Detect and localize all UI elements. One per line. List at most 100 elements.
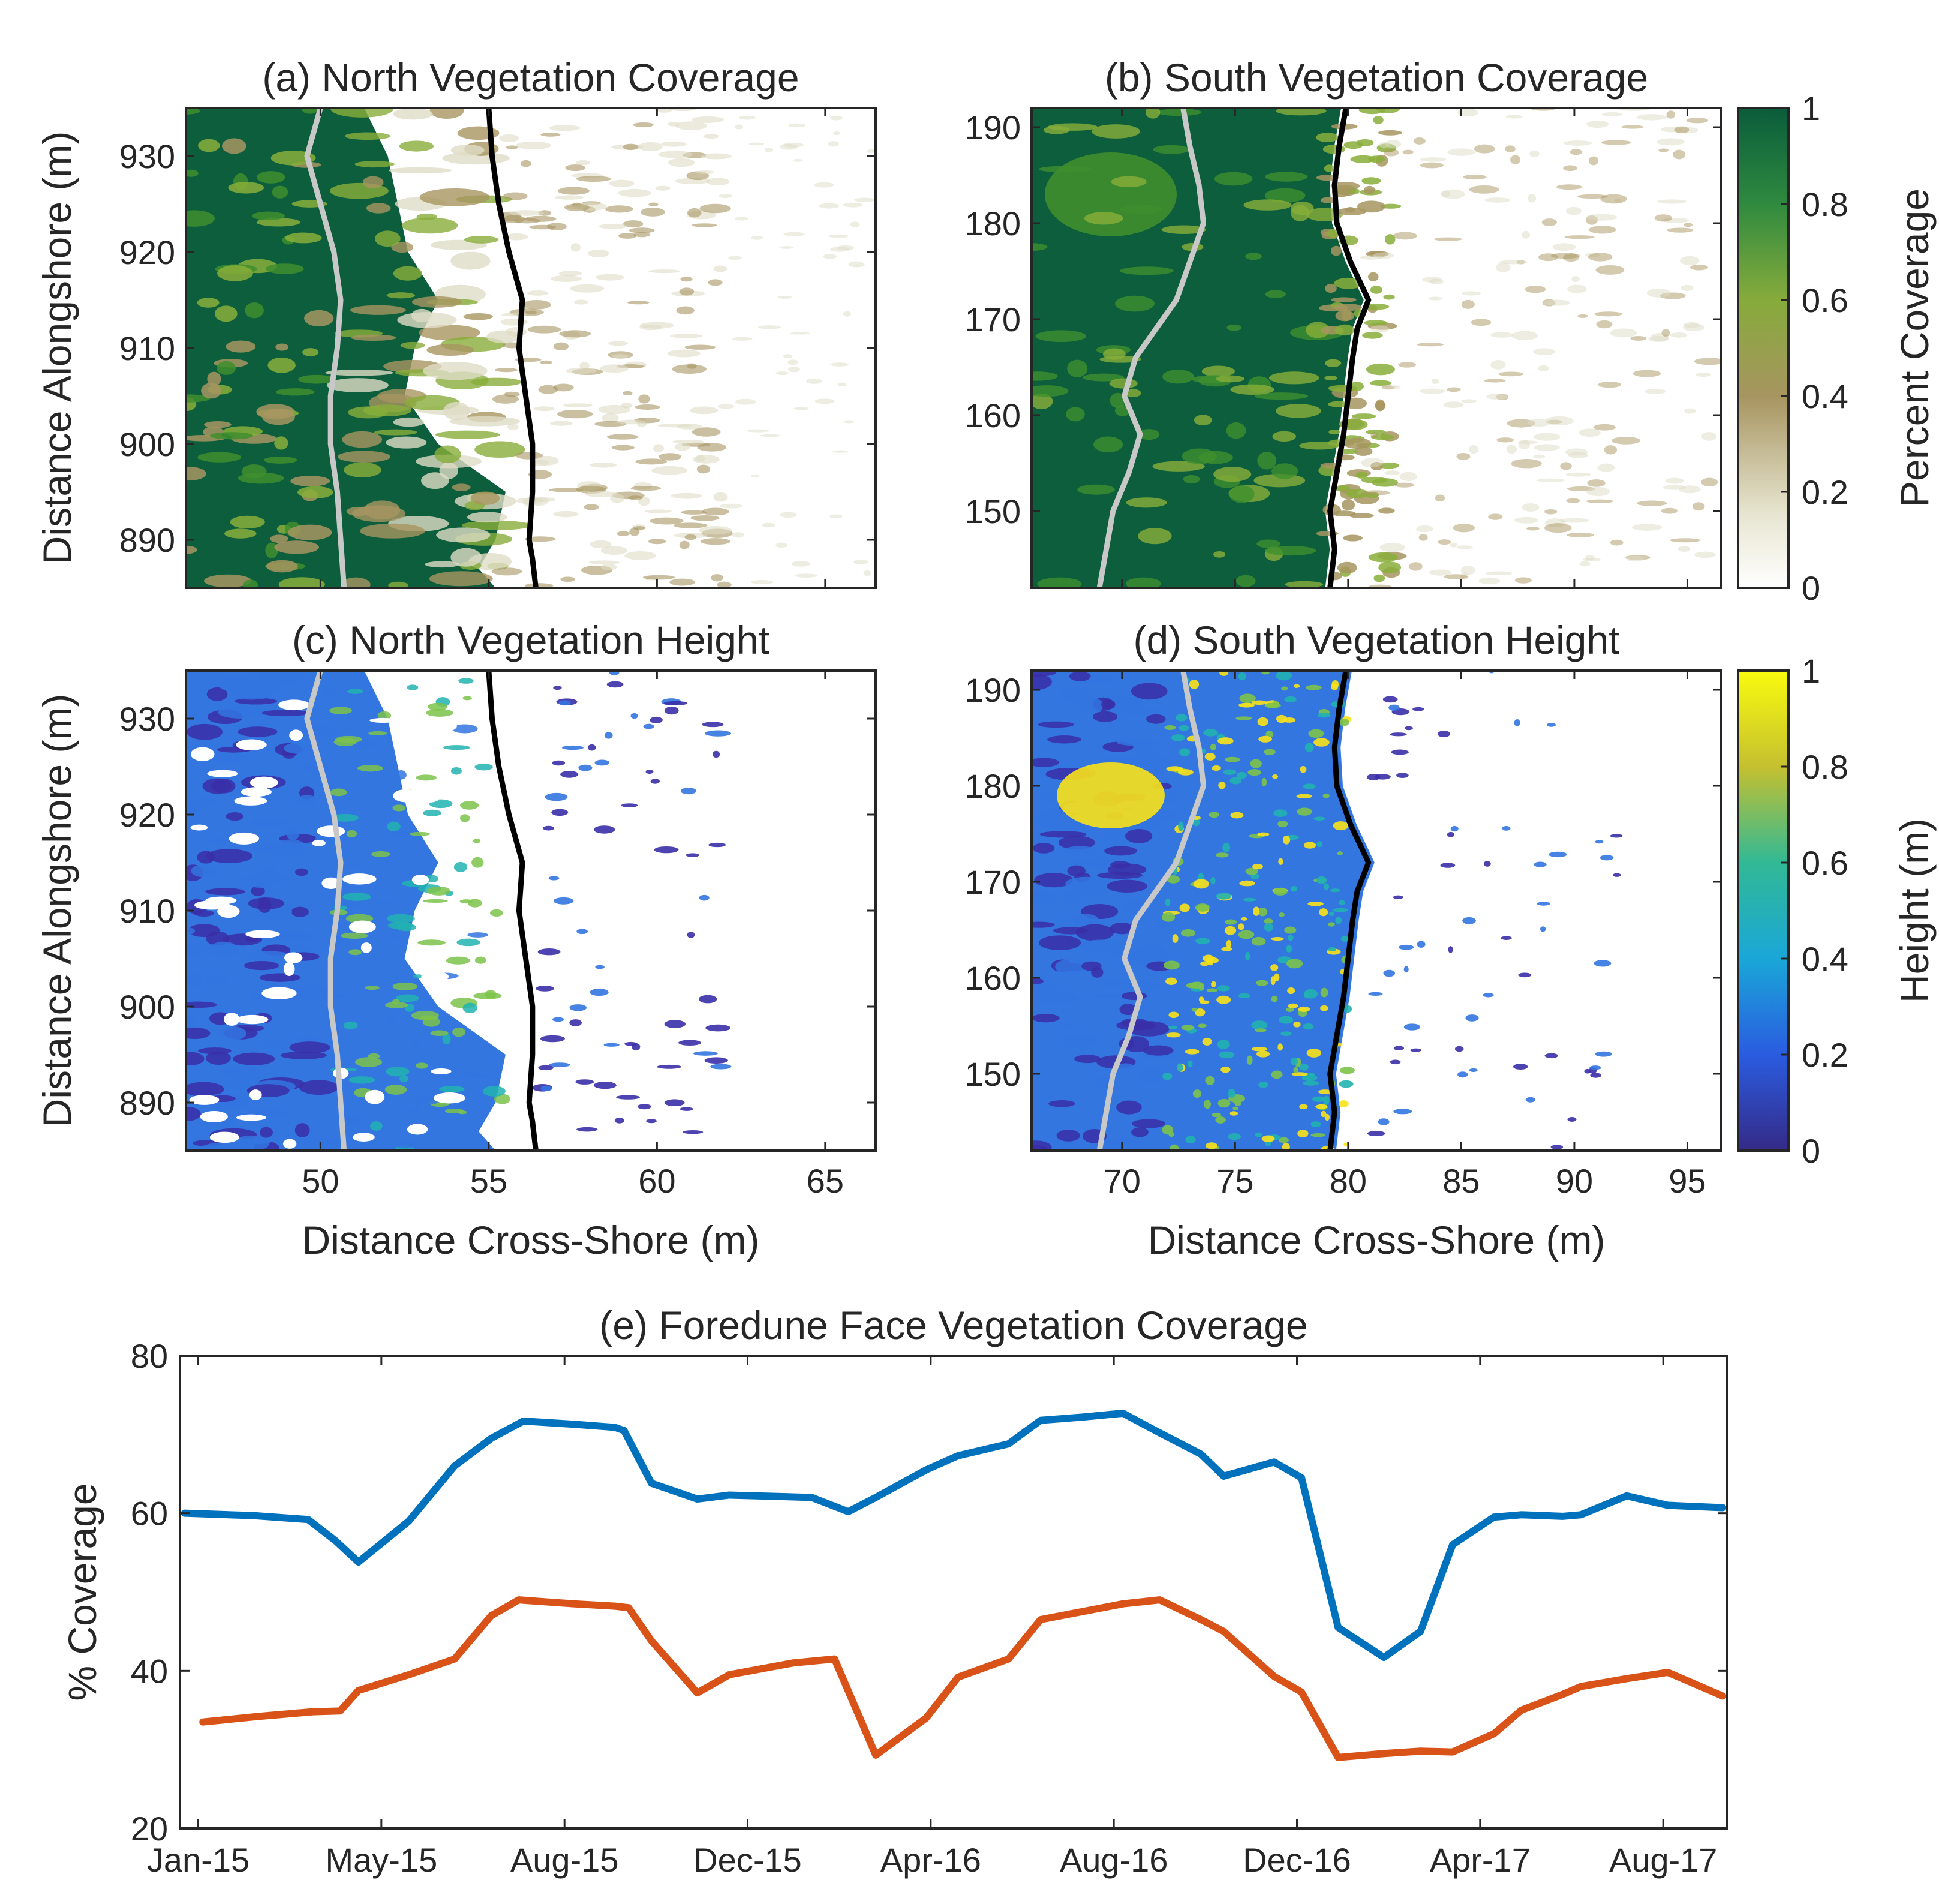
vegetation-patch: [1559, 518, 1589, 523]
coverage-fill-south: [1032, 108, 1721, 588]
vegetation-patch: [1564, 235, 1595, 239]
vegetation-patch: [829, 116, 843, 121]
gap-patch: [353, 1133, 375, 1142]
height-patch: [1116, 1020, 1156, 1031]
vegetation-patch: [397, 312, 457, 328]
vegetation-patch: [1533, 433, 1561, 441]
title-a: (a) North Vegetation Coverage: [262, 55, 799, 100]
height-patch: [1032, 978, 1044, 984]
colorbar-tick-label: 0.6: [1802, 281, 1848, 319]
vegetation-patch: [1373, 115, 1384, 124]
vegetation-patch: [1460, 566, 1476, 575]
height-patch: [702, 722, 724, 728]
height-patch: [1096, 978, 1125, 987]
vegetation-patch: [1461, 291, 1481, 296]
height-patch: [1276, 671, 1292, 681]
vegetation-patch: [207, 371, 221, 386]
vegetation-patch: [830, 362, 849, 367]
height-patch: [1258, 908, 1268, 917]
vegetation-patch: [853, 197, 876, 202]
gray-reference-line: [304, 671, 347, 1151]
height-patch: [1450, 825, 1459, 832]
height-patch: [1171, 734, 1185, 741]
vegetation-patch: [1456, 452, 1471, 460]
y-ticks-c: 890 900 910 920 930: [119, 700, 876, 1122]
ylabel-c: Distance Alongshore (m): [35, 694, 79, 1128]
panel-south-height: 70 75 80 85 90 95 150 160 170 180 190 (d) South V…: [965, 618, 1937, 1262]
vegetation-patch: [522, 299, 551, 310]
vegetation-patch: [691, 116, 724, 123]
vegetation-patch: [1381, 385, 1396, 390]
height-patch: [452, 724, 478, 734]
height-patch: [413, 974, 424, 978]
height-patch: [186, 1082, 224, 1097]
x-tick-label: Aug-17: [1609, 1841, 1718, 1879]
vegetation-patch: [1537, 478, 1565, 482]
x-tick-label: Aug-16: [1060, 1841, 1168, 1879]
vegetation-patch: [499, 134, 519, 142]
height-patch: [630, 713, 638, 719]
height-patch: [1272, 774, 1279, 779]
height-patch: [1032, 673, 1052, 690]
height-patch: [1225, 756, 1240, 762]
vegetation-patch: [1429, 278, 1444, 284]
vegetation-patch: [1032, 371, 1058, 381]
height-fill-north: [186, 671, 732, 1151]
vegetation-patch: [450, 548, 482, 567]
vegetation-patch: [290, 476, 330, 486]
y-tick-label: 920: [119, 796, 175, 834]
height-patch: [1165, 898, 1171, 906]
gap-patch: [284, 952, 303, 963]
vegetation-patch: [241, 464, 267, 479]
height-patch: [1217, 1098, 1231, 1108]
vegetation-patch: [1183, 475, 1200, 483]
vegetation-patch: [830, 247, 850, 252]
vegetation-patch: [1694, 358, 1721, 365]
vegetation-patch: [1658, 148, 1669, 152]
vegetation-patch: [1428, 296, 1443, 301]
vegetation-patch: [559, 330, 591, 338]
y-tick-label: 190: [965, 671, 1021, 709]
vegetation-patch: [1692, 502, 1705, 511]
height-patch: [1274, 973, 1280, 981]
height-patch: [426, 708, 453, 717]
height-patch: [389, 933, 398, 939]
vegetation-patch: [617, 419, 647, 425]
vegetation-patch: [1537, 365, 1549, 372]
vegetation-patch: [635, 458, 668, 465]
vegetation-patch: [386, 292, 416, 299]
vegetation-patch: [713, 265, 727, 272]
height-patch: [1299, 1064, 1309, 1071]
gap-patch: [289, 729, 303, 741]
vegetation-patch: [1243, 199, 1292, 211]
height-patch: [423, 899, 448, 903]
vegetation-patch: [1370, 325, 1390, 333]
vegetation-patch: [230, 515, 265, 529]
height-patch: [1290, 885, 1298, 892]
vegetation-patch: [692, 427, 721, 437]
vegetation-patch: [1363, 303, 1390, 310]
height-patch: [1057, 1023, 1079, 1031]
height-patch: [645, 770, 654, 774]
vegetation-patch: [1666, 110, 1675, 119]
height-patch: [1241, 917, 1247, 921]
vegetation-patch: [687, 208, 702, 218]
height-patch: [1123, 981, 1162, 992]
vegetation-patch: [677, 424, 703, 430]
height-patch: [205, 888, 245, 896]
vegetation-patch: [267, 357, 296, 373]
vegetation-patch: [270, 534, 288, 543]
vegetation-patch: [1110, 392, 1126, 409]
vegetation-patch: [676, 306, 695, 315]
vegetation-patch: [1366, 363, 1395, 376]
height-patch: [1212, 765, 1221, 771]
height-patch: [1339, 900, 1345, 905]
y-tick-label: 900: [119, 988, 175, 1026]
dense-vegetation-area: [186, 108, 506, 588]
colorbar-label-coverage: Percent Coverage: [1892, 188, 1937, 507]
vegetation-patch: [850, 221, 860, 227]
vegetation-patch: [491, 567, 522, 576]
vegetation-patch: [1586, 121, 1609, 128]
height-patch: [1195, 903, 1210, 912]
vegetation-patch: [629, 528, 640, 536]
